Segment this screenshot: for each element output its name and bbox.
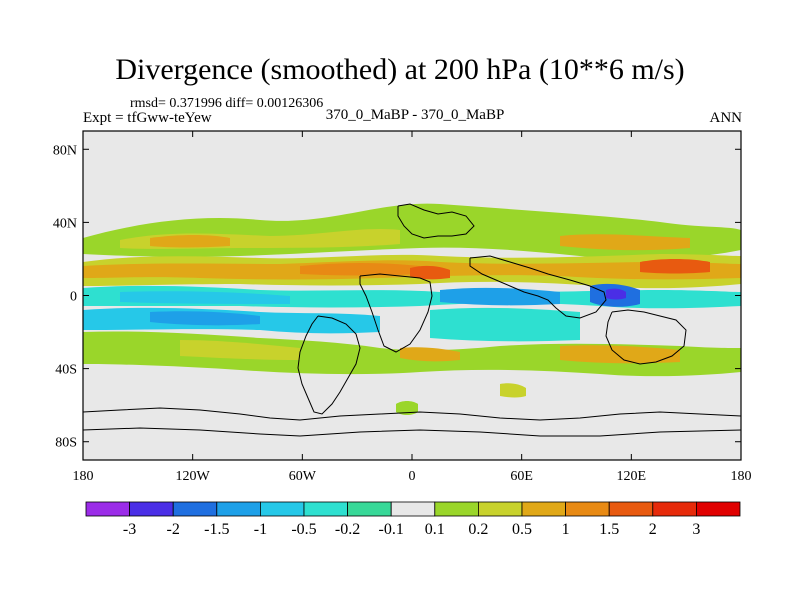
- sh-positive-africa: [400, 347, 460, 362]
- contour-field: [83, 203, 741, 415]
- season-label: ANN: [709, 110, 743, 126]
- x-tick-label: 60E: [510, 469, 533, 484]
- colorbar-label: -0.1: [379, 521, 404, 538]
- colorbar-swatch: [347, 501, 392, 517]
- colorbar-label: 0.5: [512, 521, 532, 538]
- sh-subtropical-core: [150, 311, 260, 326]
- south-america-coastline: [297, 315, 361, 415]
- maritime-continent-min: [606, 288, 626, 300]
- x-tick-label: 180: [731, 469, 752, 484]
- africa-positive-max: [410, 265, 450, 280]
- experiment-label: Expt = tfGww-teYew: [83, 110, 212, 126]
- colorbar-label: -0.2: [335, 521, 360, 538]
- colorbar-swatch: [565, 501, 610, 517]
- asia-coastline: [469, 255, 607, 319]
- colorbar-swatch: [521, 501, 566, 517]
- case-label: 370_0_MaBP - 370_0_MaBP: [325, 107, 505, 123]
- colorbar-swatch: [172, 501, 218, 517]
- colorbar-label: -0.5: [291, 521, 316, 538]
- antarctica-inner: [83, 427, 741, 437]
- stats-text: rmsd= 0.371996 diff= 0.00126306: [130, 96, 324, 111]
- colorbar-swatch: [434, 501, 479, 517]
- colorbar-label: -1: [254, 521, 267, 538]
- colorbar-swatch: [129, 501, 174, 517]
- y-tick-label: 40S: [55, 363, 77, 378]
- colorbar-swatch: [477, 501, 523, 517]
- colorbar-swatch: [608, 501, 654, 517]
- x-tick-label: 0: [409, 469, 416, 484]
- y-tick-label: 0: [70, 290, 77, 305]
- x-tick-label: 180: [73, 469, 94, 484]
- australia-coastline: [605, 309, 687, 365]
- colorbar-label: 2: [649, 521, 657, 538]
- sh-subtropical-negative-2: [430, 307, 580, 342]
- x-tick-label: 120W: [176, 469, 211, 484]
- y-tick-label: 40N: [53, 216, 77, 231]
- pacific-positive-max: [640, 259, 710, 274]
- colorbar-label: 3: [692, 521, 700, 538]
- southern-ocean-blob: [396, 401, 418, 415]
- colorbar-swatch: [652, 501, 697, 517]
- colorbar-label: 1: [562, 521, 570, 538]
- europe-coastline: [397, 203, 475, 239]
- equatorial-negative-core: [120, 291, 290, 304]
- colorbar-label: 0.2: [468, 521, 488, 538]
- nh-midlat-east: [560, 234, 690, 251]
- chart-title: Divergence (smoothed) at 200 hPa (10**6 …: [115, 53, 685, 86]
- antarctica-coastline: [83, 407, 741, 421]
- nh-tropical-max: [300, 263, 420, 276]
- colorbar-label: -1.5: [204, 521, 229, 538]
- y-tick-label: 80N: [53, 143, 77, 158]
- africa-coastline: [359, 273, 433, 353]
- colorbar-label: -3: [123, 521, 136, 538]
- southern-ocean-blob-2: [500, 383, 526, 398]
- axes: 180 120W 60W 0 60E 120E 180 80N 40N 0 40S 80S: [53, 131, 752, 484]
- colorbar-label: 0.1: [425, 521, 445, 538]
- colorbar-label: -2: [167, 521, 180, 538]
- colorbar-swatch: [303, 501, 348, 517]
- colorbar-label: 1.5: [599, 521, 619, 538]
- colorbar-swatch: [85, 501, 130, 517]
- indian-ocean-negative: [440, 287, 560, 306]
- colorbar: -3 -2 -1.5 -1 -0.5 -0.2 -0.1 0.1 0.2 0.5 1 1.5 2 3: [85, 501, 741, 538]
- nh-midlat-west: [150, 235, 230, 248]
- colorbar-swatch: [390, 501, 436, 517]
- colorbar-swatch: [216, 501, 261, 517]
- sh-positive-core: [180, 340, 300, 360]
- coastlines: [83, 203, 741, 437]
- y-tick-label: 80S: [55, 436, 77, 451]
- x-tick-label: 120E: [617, 469, 647, 484]
- colorbar-swatch: [259, 501, 305, 517]
- sh-positive-east: [560, 345, 680, 364]
- x-tick-label: 60W: [289, 469, 317, 484]
- colorbar-swatch: [696, 501, 741, 517]
